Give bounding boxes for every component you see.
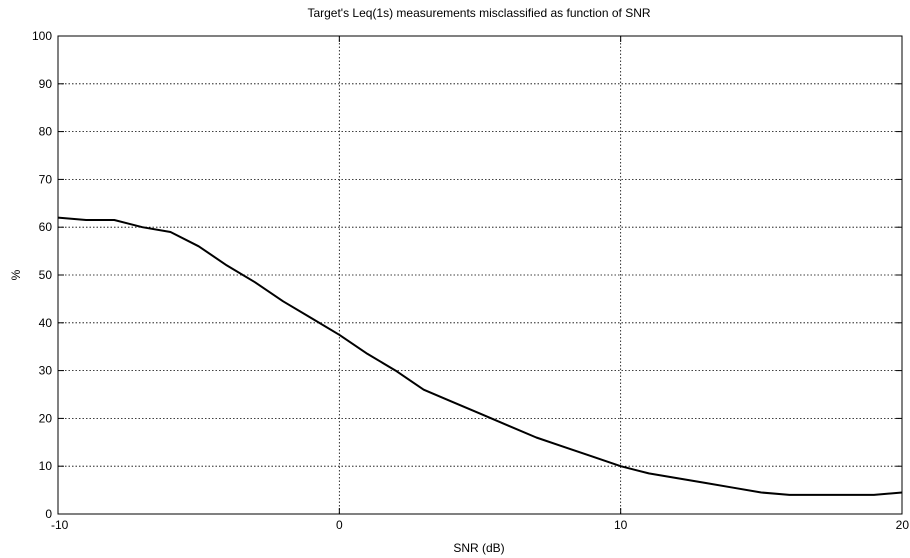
- chart-title: Target's Leq(1s) measurements misclassif…: [307, 6, 650, 20]
- y-tick-label: 30: [39, 364, 53, 378]
- x-axis-title: SNR (dB): [453, 541, 504, 555]
- y-tick-label: 50: [39, 268, 53, 282]
- series-line: [57, 216, 903, 496]
- y-axis-title: %: [9, 269, 23, 280]
- y-tick-label: 60: [39, 220, 53, 234]
- y-tick-label: 40: [39, 316, 53, 330]
- y-tick-label: 10: [39, 459, 53, 473]
- x-tick-label: -10: [51, 518, 69, 532]
- grid: [58, 36, 902, 514]
- x-tick-label: 20: [896, 518, 910, 532]
- y-tick-label: 0: [45, 507, 52, 521]
- y-tick-label: 90: [39, 77, 53, 91]
- y-tick-label: 80: [39, 125, 53, 139]
- y-tick-label: 20: [39, 411, 53, 425]
- series-layer: [57, 216, 903, 496]
- y-tick-label: 100: [32, 29, 52, 43]
- x-tick-label: 0: [336, 518, 343, 532]
- x-tick-label: 10: [614, 518, 628, 532]
- y-tick-label: 70: [39, 172, 53, 186]
